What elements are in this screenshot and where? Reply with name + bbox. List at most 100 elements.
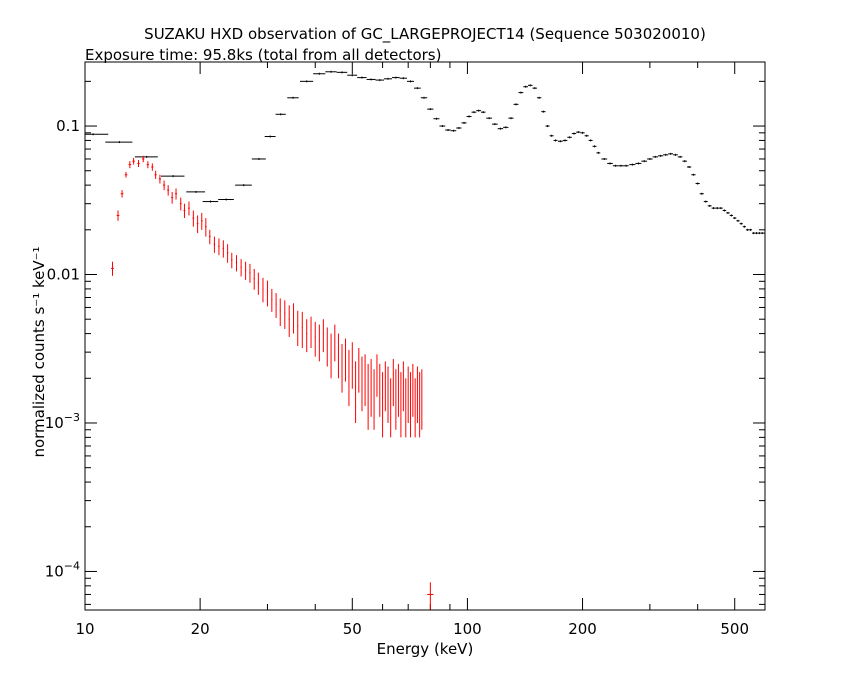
data-point bbox=[105, 141, 132, 143]
data-point bbox=[726, 212, 729, 214]
data-point bbox=[704, 201, 708, 203]
data-point bbox=[85, 133, 108, 135]
data-point bbox=[719, 207, 723, 209]
data-point bbox=[427, 582, 433, 609]
data-point bbox=[740, 223, 743, 225]
data-point bbox=[334, 325, 335, 362]
data-point bbox=[508, 117, 513, 119]
data-point bbox=[601, 158, 607, 160]
data-point bbox=[362, 357, 363, 412]
data-point bbox=[687, 166, 691, 168]
data-point bbox=[186, 191, 205, 193]
data-point bbox=[743, 226, 746, 228]
data-point bbox=[451, 130, 456, 132]
data-point bbox=[749, 229, 752, 231]
data-point bbox=[380, 364, 381, 417]
data-point bbox=[585, 135, 589, 137]
data-point bbox=[400, 77, 407, 79]
data-point bbox=[258, 273, 259, 295]
data-point bbox=[761, 232, 764, 234]
data-point bbox=[197, 215, 199, 233]
x-tick-label: 100 bbox=[453, 620, 482, 638]
data-point bbox=[155, 171, 157, 179]
data-point bbox=[439, 125, 445, 127]
data-point bbox=[223, 240, 224, 257]
data-point bbox=[635, 162, 641, 164]
data-point bbox=[503, 126, 508, 128]
data-point bbox=[245, 262, 246, 280]
data-point bbox=[554, 139, 558, 141]
data-point bbox=[236, 255, 237, 271]
data-point bbox=[201, 213, 203, 230]
data-point bbox=[265, 136, 276, 138]
data-point bbox=[407, 80, 414, 82]
data-point bbox=[398, 364, 399, 417]
data-point bbox=[137, 160, 139, 167]
data-point bbox=[163, 180, 165, 190]
data-point bbox=[135, 156, 158, 158]
data-point bbox=[596, 152, 600, 154]
data-point bbox=[218, 238, 219, 255]
data-point bbox=[658, 155, 663, 157]
data-point bbox=[151, 163, 153, 170]
y-tick-label: 0.1 bbox=[56, 117, 80, 135]
data-point bbox=[342, 344, 343, 393]
data-point bbox=[558, 140, 563, 142]
data-point bbox=[276, 113, 286, 115]
data-point bbox=[371, 359, 372, 417]
data-point bbox=[733, 217, 736, 219]
data-point bbox=[297, 311, 298, 346]
data-point bbox=[218, 199, 234, 201]
chart-title: SUZAKU HXD observation of GC_LARGEPROJEC… bbox=[144, 25, 706, 44]
data-point bbox=[541, 111, 545, 113]
data-point bbox=[682, 160, 686, 162]
data-point bbox=[121, 190, 124, 197]
data-point bbox=[249, 264, 250, 283]
data-point bbox=[377, 354, 378, 397]
data-point bbox=[358, 348, 359, 393]
data-point bbox=[231, 253, 232, 269]
data-point bbox=[589, 139, 593, 141]
data-point bbox=[323, 319, 324, 352]
data-point bbox=[518, 92, 523, 94]
data-point bbox=[523, 86, 528, 88]
data-point bbox=[300, 80, 313, 82]
data-point bbox=[252, 158, 266, 160]
data-point bbox=[696, 183, 700, 185]
data-point bbox=[421, 97, 427, 99]
series-layer bbox=[85, 71, 765, 610]
data-point bbox=[203, 201, 219, 203]
data-point bbox=[486, 117, 492, 119]
data-point bbox=[462, 122, 467, 124]
data-point bbox=[129, 161, 132, 168]
data-point bbox=[267, 281, 268, 307]
data-point bbox=[580, 132, 584, 134]
data-point bbox=[492, 123, 498, 125]
data-point bbox=[752, 232, 755, 234]
data-point bbox=[414, 87, 421, 89]
data-point bbox=[715, 207, 719, 209]
data-point bbox=[284, 300, 285, 329]
data-point bbox=[331, 334, 332, 379]
data-point bbox=[533, 87, 537, 89]
data-point bbox=[293, 303, 294, 333]
series-2 bbox=[111, 156, 433, 610]
data-point bbox=[117, 210, 120, 220]
data-point bbox=[388, 367, 389, 423]
data-point bbox=[445, 129, 451, 131]
data-point bbox=[563, 139, 568, 141]
data-point bbox=[338, 334, 339, 379]
data-point bbox=[345, 339, 346, 382]
data-point bbox=[384, 78, 392, 80]
x-tick-label: 200 bbox=[568, 620, 597, 638]
data-point bbox=[673, 154, 678, 156]
data-point bbox=[184, 204, 186, 218]
data-point bbox=[289, 305, 290, 337]
data-point bbox=[663, 154, 668, 156]
data-point bbox=[607, 162, 613, 164]
data-point bbox=[653, 156, 658, 158]
data-point bbox=[456, 127, 461, 129]
data-point bbox=[227, 244, 228, 263]
